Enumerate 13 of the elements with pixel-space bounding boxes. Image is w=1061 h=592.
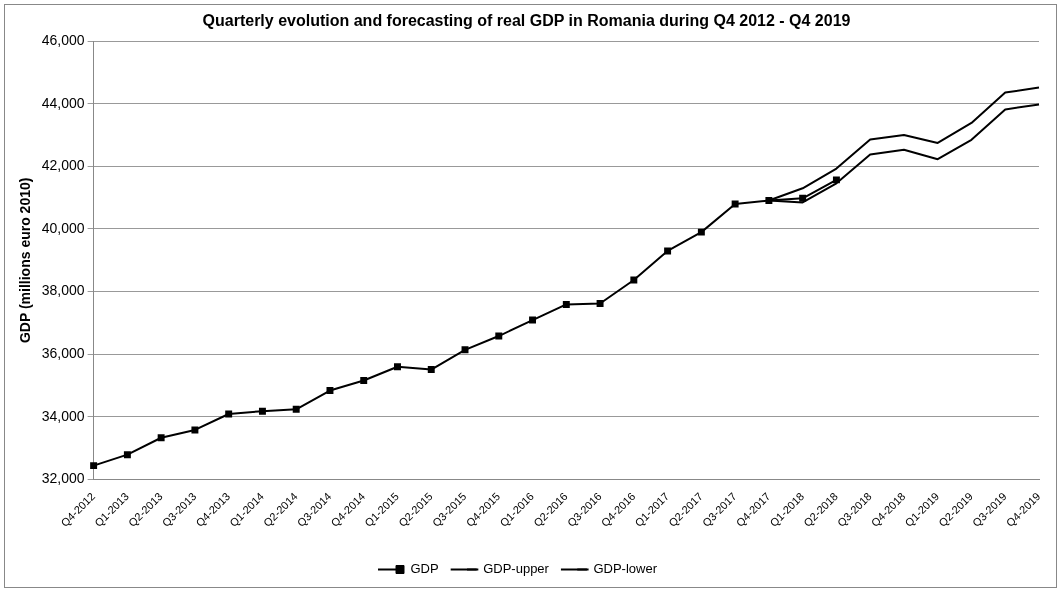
y-tick-label: 32,000 [41, 470, 85, 487]
chart-title: Quarterly evolution and forecasting of real GDP in Romania during Q4 2012 - Q4 2019 [202, 12, 851, 30]
y-tick-label: 40,000 [41, 219, 85, 236]
legend-label: GDP-upper [483, 561, 550, 577]
legend-label: GDP [410, 561, 439, 577]
y-axis-title: GDP (millions euro 2010) [17, 177, 34, 344]
y-tick-label: 44,000 [41, 94, 85, 111]
y-tick-label: 36,000 [41, 345, 85, 362]
y-tick-label: 34,000 [41, 407, 85, 424]
y-tick-label: 46,000 [41, 32, 85, 49]
legend-label: GDP-lower [593, 561, 658, 577]
y-tick-label: 38,000 [41, 282, 85, 299]
y-tick-label: 42,000 [41, 157, 85, 174]
